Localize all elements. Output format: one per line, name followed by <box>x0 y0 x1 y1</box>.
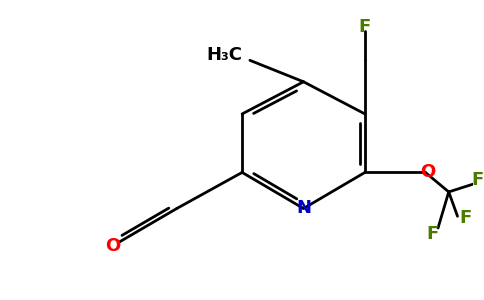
Text: O: O <box>420 164 435 181</box>
Text: F: F <box>426 225 439 243</box>
Text: F: F <box>471 171 484 189</box>
Text: F: F <box>459 209 472 227</box>
Text: N: N <box>296 200 311 217</box>
Text: H₃C: H₃C <box>206 46 242 64</box>
Text: F: F <box>359 18 371 36</box>
Text: O: O <box>105 238 120 256</box>
